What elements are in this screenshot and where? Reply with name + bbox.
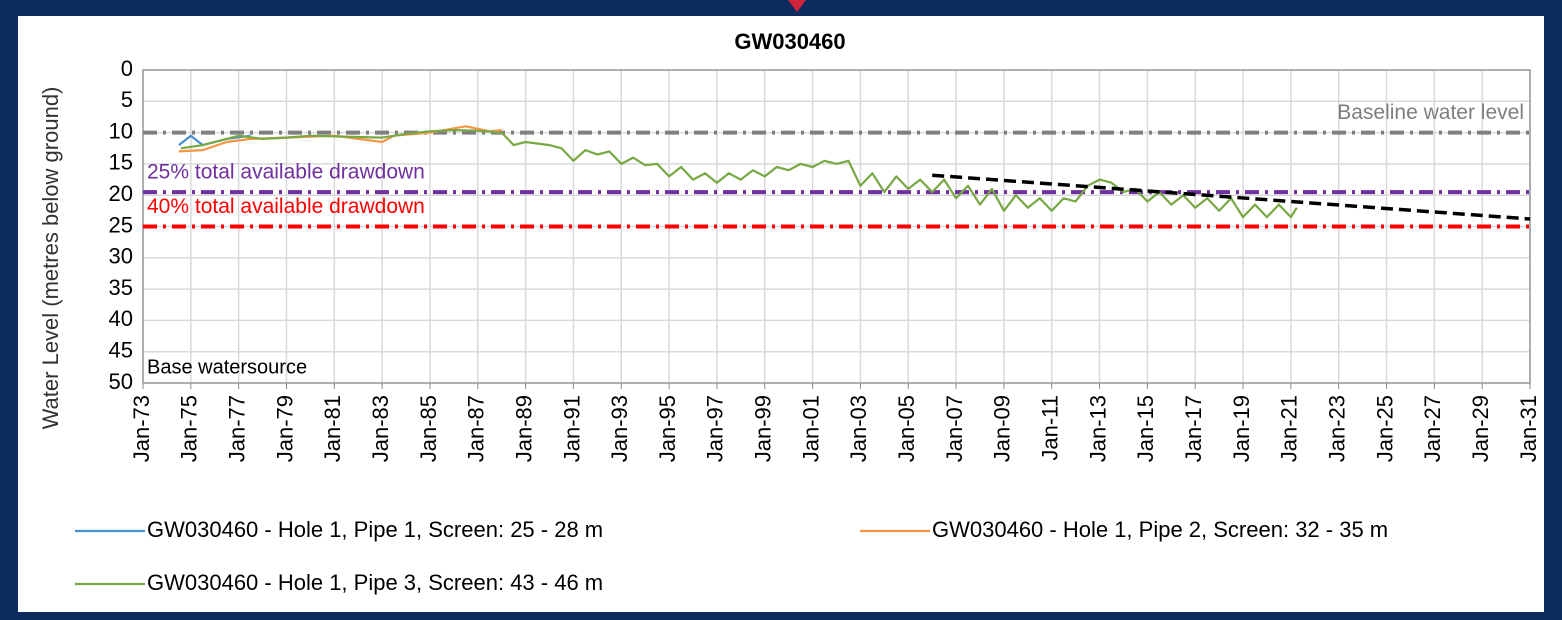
y-tick-label: 20: [109, 181, 133, 206]
reference-label: 40% total available drawdown: [147, 195, 425, 218]
y-tick-label: 10: [109, 118, 133, 143]
x-tick-label: Jan-75: [177, 395, 202, 462]
x-tick-label: Jan-91: [559, 395, 584, 462]
x-tick-label: Jan-29: [1468, 395, 1493, 462]
x-tick-label: Jan-13: [1085, 395, 1110, 462]
annotation: Base watersource: [147, 356, 307, 378]
reference-label: Baseline water level: [1337, 101, 1524, 124]
x-tick-label: Jan-77: [224, 395, 249, 462]
x-tick-label: Jan-83: [368, 395, 393, 462]
y-tick-label: 35: [109, 275, 133, 300]
y-tick-label: 0: [121, 56, 133, 81]
x-tick-label: Jan-89: [511, 395, 536, 462]
legend-label: GW030460 - Hole 1, Pipe 1, Screen: 25 - …: [147, 517, 603, 542]
x-tick-label: Jan-87: [464, 395, 489, 462]
reference-label: 25% total available drawdown: [147, 161, 425, 184]
x-tick-label: Jan-27: [1420, 395, 1445, 462]
x-tick-label: Jan-17: [1181, 395, 1206, 462]
x-tick-label: Jan-07: [942, 395, 967, 462]
y-tick-label: 15: [109, 150, 133, 175]
panel: [18, 16, 1544, 612]
x-tick-label: Jan-93: [607, 395, 632, 462]
legend-label: GW030460 - Hole 1, Pipe 3, Screen: 43 - …: [147, 570, 603, 595]
x-tick-label: Jan-11: [1038, 395, 1063, 461]
x-tick-label: Jan-23: [1325, 395, 1350, 462]
x-tick-label: Jan-01: [798, 395, 823, 462]
x-tick-label: Jan-79: [272, 395, 297, 462]
series-line: [180, 129, 1298, 219]
trend-line: [932, 173, 1531, 221]
y-tick-label: 45: [109, 338, 133, 363]
x-tick-label: Jan-03: [846, 395, 871, 462]
x-tick-label: Jan-19: [1229, 395, 1254, 462]
chart-title: GW030460: [734, 29, 845, 54]
x-tick-label: Jan-05: [894, 395, 919, 462]
x-tick-label: Jan-99: [751, 395, 776, 462]
x-tick-label: Jan-73: [129, 395, 154, 462]
y-axis-label: Water Level (metres below ground): [38, 87, 63, 430]
y-tick-label: 5: [121, 87, 133, 112]
x-tick-label: Jan-21: [1277, 395, 1302, 462]
y-tick-label: 40: [109, 306, 133, 331]
legend-label: GW030460 - Hole 1, Pipe 2, Screen: 32 - …: [932, 517, 1388, 542]
x-tick-label: Jan-95: [655, 395, 680, 462]
y-tick-label: 50: [109, 369, 133, 394]
x-tick-label: Jan-81: [320, 395, 345, 462]
x-tick-label: Jan-25: [1372, 395, 1397, 462]
x-tick-label: Jan-31: [1516, 395, 1541, 462]
series-line: [178, 125, 502, 153]
x-tick-label: Jan-15: [1133, 395, 1158, 462]
marker: [788, 0, 806, 12]
x-tick-label: Jan-97: [703, 395, 728, 462]
x-tick-label: Jan-85: [416, 395, 441, 462]
x-tick-label: Jan-09: [990, 395, 1015, 462]
y-tick-label: 30: [109, 244, 133, 269]
y-tick-label: 25: [109, 212, 133, 237]
